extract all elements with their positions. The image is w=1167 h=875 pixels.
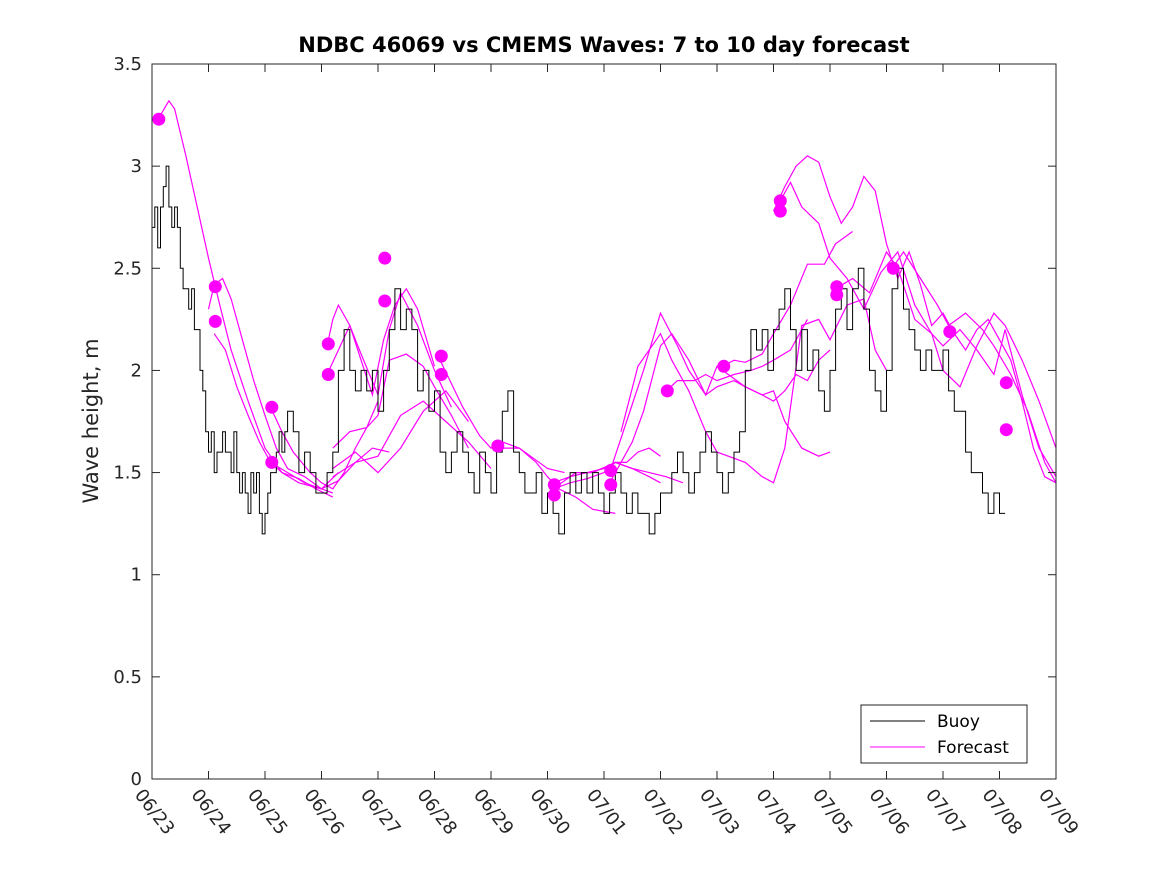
y-tick-label: 1.5 [113,463,142,484]
buoy-line [152,165,1006,535]
forecast-marker [491,439,505,453]
y-tick-label: 0.5 [113,667,142,688]
forecast-marker [321,368,335,381]
forecast-line [772,155,1057,484]
y-tick-label: 1 [131,565,142,586]
forecast-marker [943,325,957,339]
forecast-marker [378,251,392,265]
y-tick-label: 2.5 [113,258,142,279]
series-layer [152,99,1057,535]
plot-area [152,64,1056,779]
marker-layer [152,112,1013,502]
forecast-line [332,353,469,449]
forecast-marker [999,423,1013,437]
y-tick-label: 2 [131,360,142,381]
forecast-marker [773,204,787,218]
forecast-line [332,400,492,478]
forecast-marker [265,400,279,414]
forecast-line [326,287,436,398]
forecast-marker [547,478,561,492]
forecast-marker [378,294,392,308]
forecast-line [722,231,853,367]
legend-box [860,704,1028,764]
forecast-line [332,390,469,474]
legend-label-buoy: Buoy [937,712,980,732]
forecast-marker [547,488,561,502]
forecast-marker [717,359,731,373]
forecast-marker [208,314,222,328]
forecast-marker [830,288,844,302]
forecast-marker [604,464,618,477]
forecast-marker [604,478,618,492]
forecast-line [891,250,1057,484]
y-axis-label: Wave height, m [79,338,103,503]
forecast-marker [434,349,448,363]
forecast-line [609,332,831,484]
y-tick-label: 3 [131,156,142,177]
forecast-line [159,99,339,490]
y-tick-label: 0 [131,769,142,790]
forecast-line [609,311,831,473]
forecast-marker [321,337,335,351]
forecast-marker [999,376,1013,390]
forecast-line [778,181,1057,449]
forecast-marker [660,384,674,398]
forecast-marker [152,112,166,126]
forecast-line [270,447,390,490]
y-tick-label: 3.5 [113,54,142,75]
forecast-marker [886,261,900,275]
y-axis: 0 0.5 1 1.5 2 2.5 3 3.5 [113,54,1056,790]
forecast-line [835,250,1057,478]
forecast-marker [434,368,448,381]
forecast-marker [773,194,787,208]
forecast-line [207,277,334,494]
forecast-marker [208,280,222,294]
legend: Buoy Forecast [860,704,1028,764]
chart-title: NDBC 46069 vs CMEMS Waves: 7 to 10 day f… [298,33,909,57]
forecast-marker [265,455,279,469]
legend-label-forecast: Forecast [937,738,1009,758]
forecast-line [665,319,808,392]
